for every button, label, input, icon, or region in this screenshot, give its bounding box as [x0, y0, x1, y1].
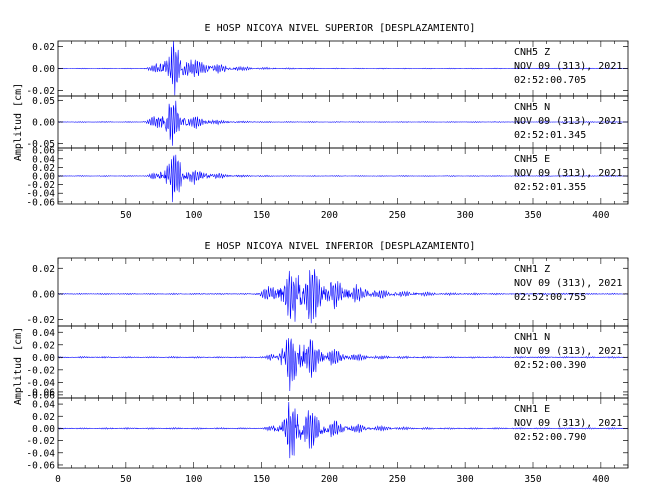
chart-title: E HOSP NICOYA NIVEL SUPERIOR [DESPLAZAMI…	[205, 23, 476, 34]
waveform-trace	[57, 338, 628, 392]
y-tick-label: -0.05	[26, 139, 55, 150]
y-tick-label: -0.02	[26, 365, 55, 376]
panel-cnh1-z: 0.02 0.00 -0.02 CNH1 Z NOV 09 (313), 2021 02:…	[26, 257, 629, 327]
x-tick-label: 250	[389, 210, 406, 221]
y-tick-label: -0.06	[26, 390, 55, 401]
x-tick-label: 250	[389, 474, 406, 485]
waveform-trace	[57, 269, 628, 324]
x-tick-label: 150	[253, 210, 270, 221]
y-tick-label: 0.04	[32, 154, 55, 165]
time-label: 02:52:01.345	[514, 130, 586, 141]
y-tick-label: 0.06	[32, 146, 55, 157]
time-label: 02:52:01.355	[514, 182, 586, 193]
panel-cnh5-n: 0.05 0.00 -0.05 CNH5 N NOV 09 (313), 2021 02:…	[26, 95, 629, 150]
time-label: 02:52:00.705	[514, 75, 586, 86]
y-tick-label: 0.00	[32, 353, 55, 364]
x-tick-label: 350	[524, 210, 541, 221]
y-tick-label: 0.00	[32, 289, 55, 300]
y-tick-label: -0.04	[26, 378, 55, 389]
x-tick-label: 50	[120, 210, 132, 221]
date-label: NOV 09 (313), 2021	[514, 168, 622, 179]
channel-label: CNH5 E	[514, 154, 550, 165]
x-tick-label: 200	[321, 210, 338, 221]
chart-nivel-superior: E HOSP NICOYA NIVEL SUPERIOR [DESPLAZAMI…	[13, 23, 629, 221]
date-label: NOV 09 (313), 2021	[514, 116, 622, 127]
y-tick-label: 0.02	[32, 42, 55, 53]
waveform-trace	[57, 100, 628, 146]
time-label: 02:52:00.755	[514, 292, 586, 303]
y-tick-label: 0.00	[32, 64, 55, 75]
channel-label: CNH5 Z	[514, 47, 550, 58]
waveform-trace	[57, 401, 628, 459]
y-tick-label: 0.00	[32, 424, 55, 435]
y-tick-label: 0.05	[32, 96, 55, 107]
y-tick-label: -0.02	[26, 180, 55, 191]
x-tick-label: 150	[253, 474, 270, 485]
y-tick-label: 0.00	[32, 118, 55, 129]
panel-cnh5-z: 0.02 0.00 -0.02 CNH5 Z NOV 09 (313), 2021 02:…	[26, 40, 629, 97]
y-tick-label: -0.06	[26, 460, 55, 471]
date-label: NOV 09 (313), 2021	[514, 61, 622, 72]
channel-label: CNH1 N	[514, 332, 550, 343]
y-tick-label: -0.04	[26, 448, 55, 459]
date-label: NOV 09 (313), 2021	[514, 278, 622, 289]
time-label: 02:52:00.790	[514, 432, 586, 443]
y-tick-label: -0.02	[26, 436, 55, 447]
date-label: NOV 09 (313), 2021	[514, 418, 622, 429]
y-tick-label: 0.06	[32, 387, 55, 398]
date-label: NOV 09 (313), 2021	[514, 346, 622, 357]
channel-label: CNH1 Z	[514, 264, 550, 275]
time-label: 02:52:00.390	[514, 360, 586, 371]
x-tick-label: 350	[524, 474, 541, 485]
x-tick-label: 300	[457, 474, 474, 485]
x-tick-label: 200	[321, 474, 338, 485]
y-tick-label: 0.02	[32, 412, 55, 423]
x-tick-label: 400	[592, 210, 609, 221]
x-tick-label: 50	[120, 474, 132, 485]
chart-nivel-inferior: E HOSP NICOYA NIVEL INFERIOR [DESPLAZAMI…	[13, 241, 629, 485]
y-tick-label: 0.02	[32, 340, 55, 351]
y-tick-label: -0.06	[26, 197, 55, 208]
x-tick-label: 0	[55, 474, 61, 485]
waveform-trace	[57, 154, 628, 203]
y-tick-label: -0.02	[26, 315, 55, 326]
waveform-trace	[57, 40, 628, 96]
panel-cnh5-e: 0.060.040.020.00-0.02-0.04-0.06 CNH5 E NOV…	[26, 146, 629, 208]
y-tick-label: 0.04	[32, 328, 55, 339]
y-tick-label: 0.04	[32, 400, 55, 411]
y-tick-label: -0.04	[26, 189, 55, 200]
x-tick-label: 300	[457, 210, 474, 221]
panel-cnh1-n: 0.040.02 0.00-0.02 -0.04-0.06 CNH1 N NOV 09 …	[26, 325, 629, 401]
chart-title: E HOSP NICOYA NIVEL INFERIOR [DESPLAZAMI…	[205, 241, 476, 252]
y-axis-label: Amplitud [cm]	[13, 83, 24, 161]
y-tick-label: 0.00	[32, 172, 55, 183]
x-tick-label: 100	[185, 474, 202, 485]
y-tick-label: -0.02	[26, 86, 55, 97]
channel-label: CNH5 N	[514, 102, 550, 113]
y-axis-label: Amplitud [cm]	[13, 327, 24, 405]
y-tick-label: 0.02	[32, 264, 55, 275]
x-tick-label: 400	[592, 474, 609, 485]
y-tick-label: 0.02	[32, 163, 55, 174]
channel-label: CNH1 E	[514, 404, 550, 415]
x-tick-label: 100	[185, 210, 202, 221]
